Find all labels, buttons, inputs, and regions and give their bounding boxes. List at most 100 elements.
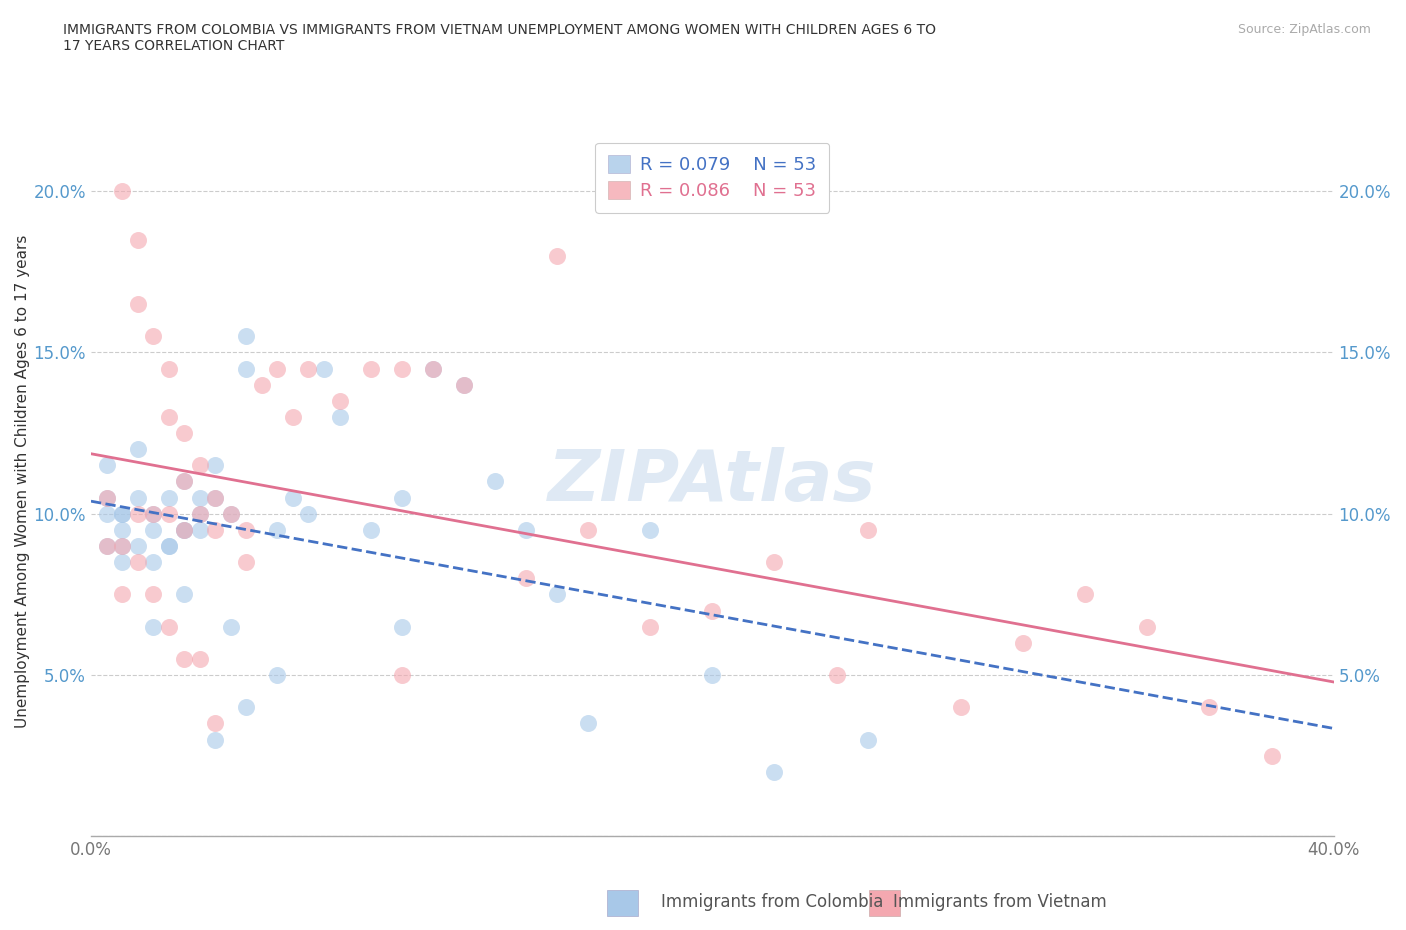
Point [157, 361, 180, 376]
Point [127, 538, 149, 553]
Point [219, 619, 242, 634]
Point [96, 538, 118, 553]
Point [297, 506, 319, 521]
Point [266, 523, 288, 538]
Point [127, 297, 149, 312]
Point [127, 490, 149, 505]
Point [856, 732, 879, 747]
Point [111, 184, 134, 199]
Point [127, 232, 149, 247]
Point [1012, 635, 1035, 650]
Point [188, 506, 211, 521]
Point [188, 523, 211, 538]
Point [204, 523, 226, 538]
Point [173, 523, 195, 538]
Text: Immigrants from Vietnam: Immigrants from Vietnam [893, 893, 1107, 911]
Point [127, 442, 149, 457]
Point [173, 474, 195, 489]
Point [188, 490, 211, 505]
Point [763, 554, 786, 569]
Point [111, 538, 134, 553]
Point [702, 603, 724, 618]
Point [453, 378, 475, 392]
Point [235, 700, 257, 715]
Point [484, 474, 506, 489]
Point [763, 764, 786, 779]
Point [96, 538, 118, 553]
Point [453, 378, 475, 392]
Point [173, 523, 195, 538]
Point [157, 490, 180, 505]
Point [360, 361, 382, 376]
Point [235, 329, 257, 344]
Point [204, 732, 226, 747]
Point [96, 458, 118, 472]
Point [173, 474, 195, 489]
Legend: R = 0.079    N = 53, R = 0.086    N = 53: R = 0.079 N = 53, R = 0.086 N = 53 [595, 142, 830, 213]
Point [127, 506, 149, 521]
Point [235, 523, 257, 538]
Point [111, 506, 134, 521]
Point [157, 619, 180, 634]
Point [204, 458, 226, 472]
Point [391, 619, 413, 634]
Point [1260, 749, 1282, 764]
Point [142, 506, 165, 521]
Point [173, 587, 195, 602]
Point [157, 409, 180, 424]
Point [142, 506, 165, 521]
Point [1198, 700, 1220, 715]
Point [281, 409, 304, 424]
Point [157, 538, 180, 553]
Text: Source: ZipAtlas.com: Source: ZipAtlas.com [1237, 23, 1371, 36]
Point [204, 490, 226, 505]
Point [235, 361, 257, 376]
Point [173, 651, 195, 666]
Point [281, 490, 304, 505]
Point [111, 538, 134, 553]
Point [111, 554, 134, 569]
Point [111, 506, 134, 521]
Point [546, 587, 568, 602]
Point [96, 506, 118, 521]
Point [1074, 587, 1097, 602]
Text: IMMIGRANTS FROM COLOMBIA VS IMMIGRANTS FROM VIETNAM UNEMPLOYMENT AMONG WOMEN WIT: IMMIGRANTS FROM COLOMBIA VS IMMIGRANTS F… [63, 23, 936, 53]
Point [328, 409, 350, 424]
Point [391, 361, 413, 376]
Point [250, 378, 273, 392]
Text: Immigrants from Colombia: Immigrants from Colombia [661, 893, 883, 911]
Point [297, 361, 319, 376]
Y-axis label: Unemployment Among Women with Children Ages 6 to 17 years: Unemployment Among Women with Children A… [15, 234, 30, 728]
Point [188, 458, 211, 472]
Point [422, 361, 444, 376]
Point [96, 490, 118, 505]
Point [638, 523, 661, 538]
Point [188, 506, 211, 521]
Point [219, 506, 242, 521]
Point [266, 668, 288, 683]
Point [157, 506, 180, 521]
Point [142, 523, 165, 538]
Point [546, 248, 568, 263]
Point [391, 668, 413, 683]
Point [188, 651, 211, 666]
Point [142, 329, 165, 344]
Text: ZIPAtlas: ZIPAtlas [548, 447, 876, 516]
Point [96, 490, 118, 505]
Point [576, 716, 599, 731]
Point [219, 506, 242, 521]
Point [638, 619, 661, 634]
Point [204, 490, 226, 505]
Point [702, 668, 724, 683]
Point [515, 523, 537, 538]
Point [142, 587, 165, 602]
Point [422, 361, 444, 376]
Point [127, 554, 149, 569]
Point [825, 668, 848, 683]
Point [204, 716, 226, 731]
Point [266, 361, 288, 376]
Point [576, 523, 599, 538]
Point [235, 554, 257, 569]
Point [1136, 619, 1159, 634]
Point [173, 523, 195, 538]
